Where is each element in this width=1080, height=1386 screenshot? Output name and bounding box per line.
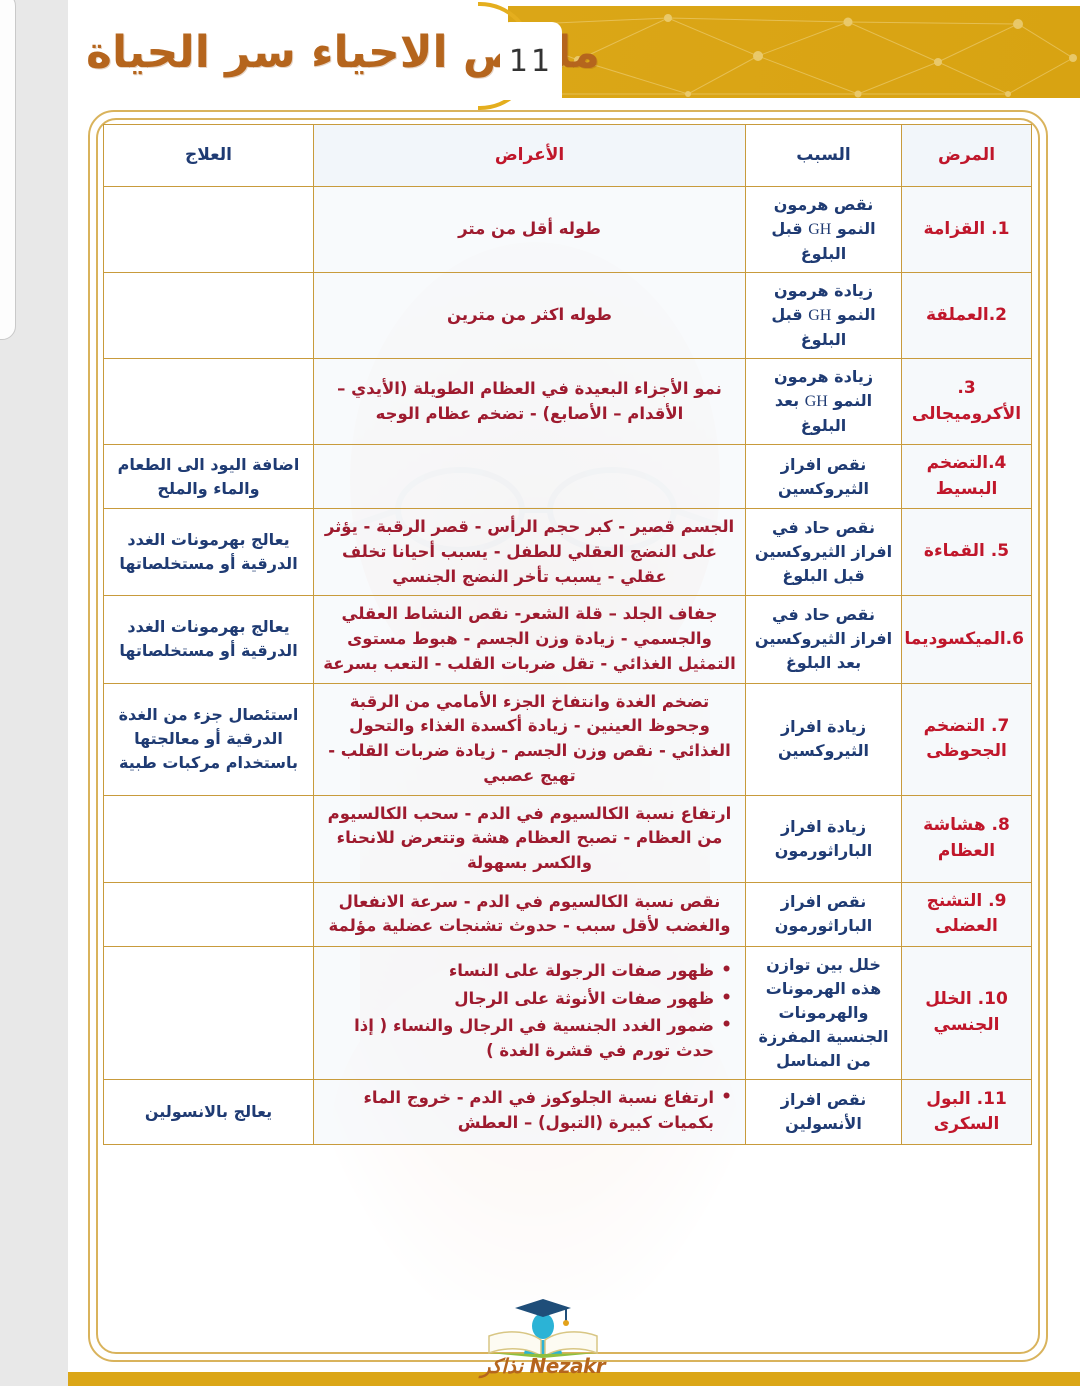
cell-symptoms: طوله أقل من متر: [313, 186, 746, 273]
column-header-disease: المرض: [901, 124, 1032, 187]
cell-symptoms: [313, 444, 746, 509]
cell-cause: نقص افراز الثيروكسين: [745, 444, 902, 509]
list-item: ظهور صفات الأنوثة على الرجال: [321, 986, 732, 1012]
cell-disease: 7. التضخم الجحوظى: [901, 682, 1032, 796]
cell-symptoms: ارتفاع نسبة الجلوكوز في الدم - خروج الما…: [313, 1078, 746, 1146]
cell-symptoms: طوله اكثر من مترين: [313, 272, 746, 359]
cell-disease: 2.العملقة: [901, 272, 1032, 359]
table-row: 7. التضخم الجحوظى زيادة افراز الثيروكسين ت…: [103, 682, 1032, 796]
cell-treatment: يعالج بالانسولين: [103, 1078, 314, 1146]
table-row: 5. القماءة نقص حاد في افراز الثيروكسين قب…: [103, 507, 1032, 597]
cell-cause: زيادة هرمون النمو GH بعد البلوغ: [745, 358, 902, 445]
cell-treatment: [103, 794, 314, 883]
table-row: 2.العملقة زيادة هرمون النمو GH قبل البلوغ…: [103, 272, 1032, 359]
column-header-treatment: العلاج: [103, 124, 314, 187]
cell-treatment: [103, 881, 314, 947]
cell-symptoms: جفاف الجلد – قلة الشعر- نقص النشاط العقل…: [313, 595, 746, 684]
column-header-cause: السبب: [745, 124, 902, 187]
table-row: 8. هشاشة العظام زيادة افراز الباراثورمون ا…: [103, 794, 1032, 883]
cell-cause: زيادة افراز الباراثورمون: [745, 794, 902, 883]
cell-cause: نقص افراز الأنسولين: [745, 1078, 902, 1146]
cell-symptoms: تضخم الغدة وانتفاخ الجزء الأمامي من الرق…: [313, 682, 746, 796]
cell-treatment: [103, 358, 314, 445]
cell-disease: 8. هشاشة العظام: [901, 794, 1032, 883]
cell-treatment: يعالج بهرمونات الغدد الدرقية أو مستخلصات…: [103, 507, 314, 597]
cell-cause: نقص افراز الباراثورمون: [745, 881, 902, 947]
cell-cause: خلل بين توازن هذه الهرمونات والهرمونات ا…: [745, 945, 902, 1080]
cell-disease: 1. القزامة: [901, 186, 1032, 273]
table-row: 10. الخلل الجنسي خلل بين توازن هذه الهرمو…: [103, 945, 1032, 1080]
cell-treatment: يعالج بهرمونات الغدد الدرقية أو مستخلصات…: [103, 595, 314, 684]
page-number-badge: 11: [500, 22, 562, 100]
summary-table-container: المرض السبب الأعراض العلاج 1. القزامة نقص…: [103, 124, 1032, 1146]
table-header-row: المرض السبب الأعراض العلاج: [103, 124, 1032, 187]
cell-treatment: [103, 272, 314, 359]
previous-page-edge: [0, 0, 16, 340]
cell-treatment: [103, 945, 314, 1080]
cell-symptoms: الجسم قصير - كبر حجم الرأس - قصر الرقبة …: [313, 507, 746, 597]
cell-cause: نقص حاد في افراز الثيروكسين قبل البلوغ: [745, 507, 902, 597]
table-head: المرض السبب الأعراض العلاج: [103, 124, 1032, 187]
table-row: 4.التضخم البسيط نقص افراز الثيروكسين اضافة…: [103, 444, 1032, 509]
table-row: 6.الميكسوديما نقص حاد في افراز الثيروكسين…: [103, 595, 1032, 684]
cell-symptoms: نمو الأجزاء البعيدة في العظام الطويلة (ا…: [313, 358, 746, 445]
cell-symptoms: ارتفاع نسبة الكالسيوم في الدم - سحب الكا…: [313, 794, 746, 883]
cell-cause: زيادة هرمون النمو GH قبل البلوغ: [745, 272, 902, 359]
list-item: ارتفاع نسبة الجلوكوز في الدم - خروج الما…: [321, 1085, 732, 1136]
cell-cause: نقص هرمون النمو GH قبل البلوغ: [745, 186, 902, 273]
list-item: ضمور الغدد الجنسية في الرجال والنساء ( إ…: [321, 1013, 732, 1064]
cell-disease: 4.التضخم البسيط: [901, 444, 1032, 509]
cell-disease: 10. الخلل الجنسي: [901, 945, 1032, 1080]
cell-disease: 6.الميكسوديما: [901, 595, 1032, 684]
list-item: ظهور صفات الرجولة على النساء: [321, 958, 732, 984]
table-row: 1. القزامة نقص هرمون النمو GH قبل البلوغ ط…: [103, 186, 1032, 273]
footer-gold-bar: [68, 1372, 1080, 1386]
cell-cause: زيادة افراز الثيروكسين: [745, 682, 902, 796]
cell-disease: 9. التشنج العضلى: [901, 881, 1032, 947]
cell-treatment: [103, 186, 314, 273]
cell-cause: نقص حاد في افراز الثيروكسين بعد البلوغ: [745, 595, 902, 684]
endocrine-diseases-table: المرض السبب الأعراض العلاج 1. القزامة نقص…: [103, 124, 1032, 1146]
cell-disease: 11. البول السكرى: [901, 1078, 1032, 1146]
decorative-frame-outer: [88, 110, 1048, 1362]
table-row: 3. الأكروميجالى زيادة هرمون النمو GH بعد …: [103, 358, 1032, 445]
table-body: 1. القزامة نقص هرمون النمو GH قبل البلوغ ط…: [103, 186, 1032, 1146]
page-gutter: [0, 0, 68, 1386]
cell-symptoms: نقص نسبة الكالسيوم في الدم - سرعة الانفع…: [313, 881, 746, 947]
cell-disease: 5. القماءة: [901, 507, 1032, 597]
column-header-symptoms: الأعراض: [313, 124, 746, 187]
cell-disease: 3. الأكروميجالى: [901, 358, 1032, 445]
cell-treatment: اضافة اليود الى الطعام والماء والملح: [103, 444, 314, 509]
page-title: ملخص الاحياء سر الحياة: [86, 26, 601, 78]
cell-symptoms: ظهور صفات الرجولة على النساءظهور صفات ال…: [313, 945, 746, 1080]
cell-treatment: استئصال جزء من الغدة الدرقية أو معالجتها…: [103, 682, 314, 796]
table-row: 9. التشنج العضلى نقص افراز الباراثورمون نق…: [103, 881, 1032, 947]
